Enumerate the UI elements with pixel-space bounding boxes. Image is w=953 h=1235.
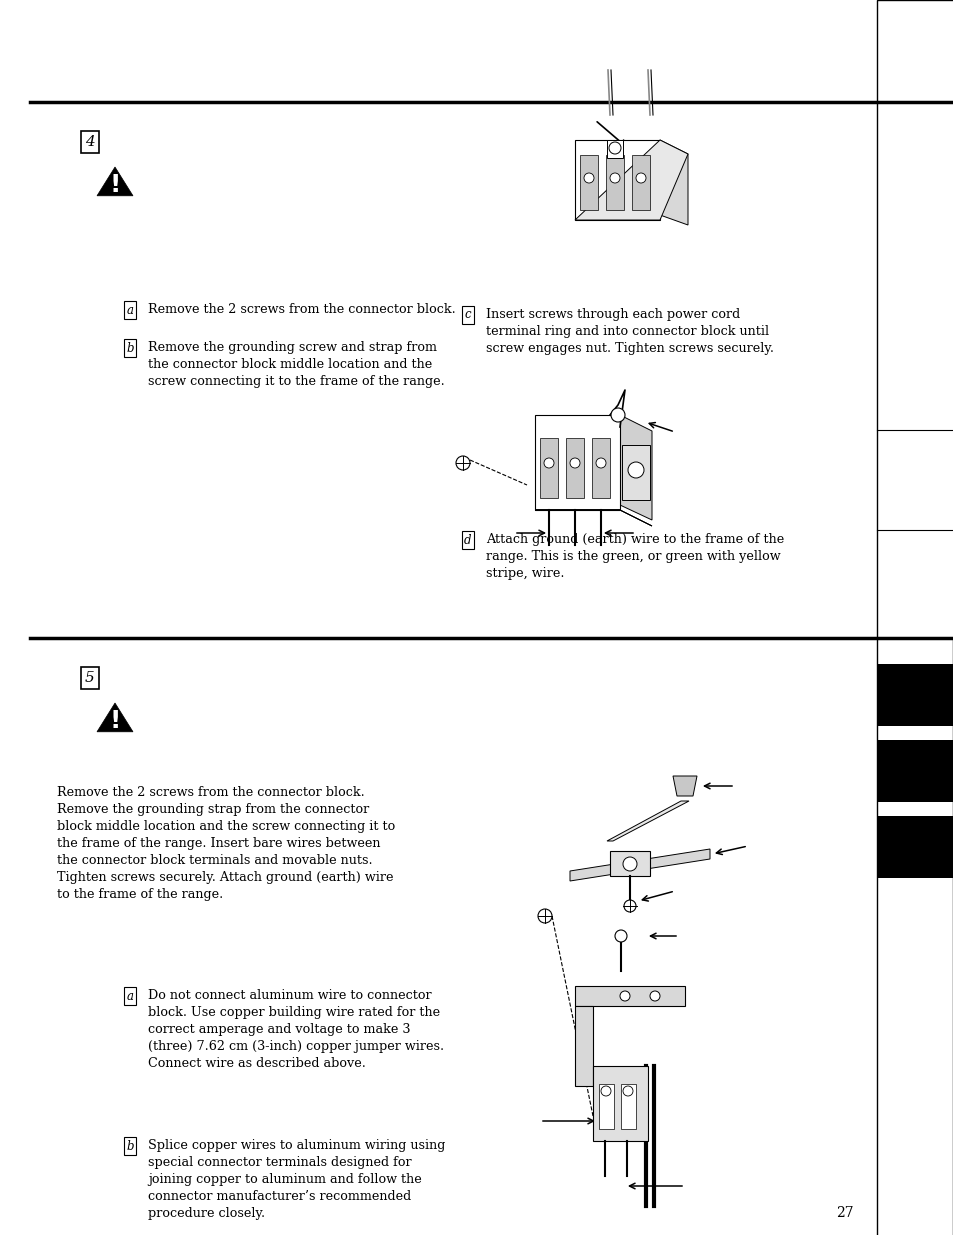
- Circle shape: [619, 990, 629, 1002]
- Circle shape: [569, 458, 579, 468]
- Text: Splice copper wires to aluminum wiring using
special connector terminals designe: Splice copper wires to aluminum wiring u…: [148, 1139, 445, 1220]
- Circle shape: [543, 458, 554, 468]
- Bar: [876, 816, 953, 878]
- Bar: [876, 664, 953, 726]
- Text: Do not connect aluminum wire to connector
block. Use copper building wire rated : Do not connect aluminum wire to connecto…: [148, 989, 444, 1070]
- Circle shape: [649, 990, 659, 1002]
- Text: Remove the 2 screws from the connector block.: Remove the 2 screws from the connector b…: [148, 303, 456, 316]
- Text: Remove the 2 screws from the connector block.
Remove the grounding strap from th: Remove the 2 screws from the connector b…: [57, 785, 395, 902]
- Polygon shape: [672, 776, 697, 797]
- Text: 4: 4: [85, 135, 94, 149]
- Text: Remove the grounding screw and strap from
the connector block middle location an: Remove the grounding screw and strap fro…: [148, 341, 444, 388]
- Circle shape: [537, 909, 552, 923]
- Circle shape: [583, 173, 594, 183]
- Circle shape: [627, 462, 643, 478]
- Bar: [606, 140, 622, 158]
- Polygon shape: [575, 140, 687, 220]
- Bar: [539, 438, 558, 498]
- Bar: [876, 638, 953, 1235]
- Polygon shape: [97, 167, 132, 196]
- Circle shape: [596, 458, 605, 468]
- Text: 5: 5: [85, 671, 94, 685]
- Circle shape: [622, 857, 637, 871]
- Polygon shape: [569, 848, 709, 881]
- Text: !: !: [110, 173, 121, 198]
- Bar: [631, 156, 649, 210]
- Circle shape: [609, 173, 619, 183]
- Bar: [565, 438, 583, 498]
- Bar: [535, 415, 619, 510]
- Bar: [876, 0, 953, 638]
- Bar: [579, 156, 598, 210]
- Text: c: c: [464, 309, 471, 321]
- Bar: [620, 1084, 636, 1129]
- Bar: [605, 156, 623, 210]
- Circle shape: [615, 930, 626, 942]
- Bar: [575, 986, 684, 1007]
- Text: a: a: [127, 989, 133, 1003]
- Text: 27: 27: [836, 1207, 853, 1220]
- Text: Attach ground (earth) wire to the frame of the
range. This is the green, or gree: Attach ground (earth) wire to the frame …: [485, 534, 783, 580]
- Polygon shape: [606, 802, 688, 841]
- Bar: [598, 1084, 614, 1129]
- Bar: [575, 140, 659, 220]
- Polygon shape: [535, 510, 651, 526]
- Text: Insert screws through each power cord
terminal ring and into connector block unt: Insert screws through each power cord te…: [485, 308, 773, 354]
- Text: a: a: [127, 304, 133, 316]
- Text: b: b: [126, 1140, 133, 1152]
- Bar: [575, 1007, 593, 1086]
- Polygon shape: [659, 140, 687, 225]
- Bar: [876, 740, 953, 802]
- Bar: [621, 445, 649, 500]
- Polygon shape: [97, 703, 132, 732]
- Circle shape: [610, 408, 624, 422]
- Text: !: !: [110, 709, 121, 734]
- Text: b: b: [126, 342, 133, 354]
- Circle shape: [622, 1086, 633, 1095]
- Circle shape: [636, 173, 645, 183]
- Bar: [593, 1066, 647, 1141]
- Circle shape: [456, 456, 470, 471]
- Text: d: d: [464, 534, 471, 547]
- Circle shape: [623, 900, 636, 911]
- Circle shape: [608, 142, 620, 154]
- Bar: [592, 438, 609, 498]
- Bar: [609, 851, 649, 876]
- Polygon shape: [619, 415, 651, 520]
- Circle shape: [600, 1086, 610, 1095]
